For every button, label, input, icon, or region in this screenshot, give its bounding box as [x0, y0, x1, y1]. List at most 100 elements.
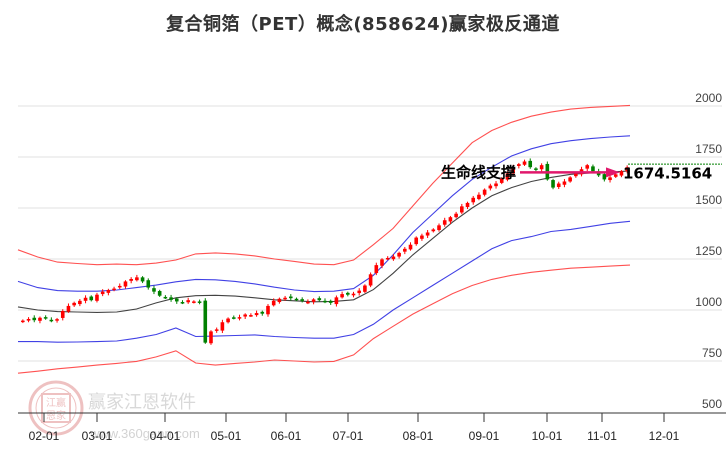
x-tick-label: 08-01: [403, 429, 434, 443]
x-tick-label: 11-01: [587, 429, 617, 443]
candle-body: [152, 288, 156, 292]
candle-body: [66, 305, 71, 312]
x-tick-label: 05-01: [211, 429, 242, 443]
candle-body: [380, 259, 384, 266]
candle-body: [591, 166, 595, 172]
x-tick-label: 10-01: [532, 429, 563, 443]
candle-body: [511, 167, 515, 174]
candle-body: [357, 290, 362, 294]
candle-body: [271, 300, 276, 306]
watermark-brand: 赢家江恩软件: [88, 391, 196, 413]
candle-body: [117, 285, 122, 288]
candle-body: [78, 300, 82, 305]
candle-body: [135, 277, 139, 281]
candle-body: [214, 329, 219, 331]
candle-body: [625, 167, 629, 172]
x-tick-label: 09-01: [469, 429, 500, 443]
candle-body: [414, 237, 419, 245]
candle-body: [323, 300, 327, 303]
candle-body: [574, 173, 578, 177]
candle-body: [602, 174, 607, 180]
candle-body: [374, 265, 379, 274]
candle-body: [368, 274, 373, 286]
candle-body: [106, 290, 111, 293]
candle-body: [72, 302, 76, 306]
candle-body: [169, 297, 173, 300]
candle-body: [254, 313, 259, 316]
candle-body: [528, 160, 533, 168]
candle-body: [551, 180, 555, 188]
candle-body: [260, 311, 265, 314]
chart-title: 复合铜箔（PET）概念(858624)赢家极反通道: [166, 14, 560, 35]
annotation-arrow: [520, 167, 620, 178]
upper_outer-line: [17, 104, 631, 266]
candle-body: [100, 291, 105, 295]
x-tick-label: 03-01: [82, 429, 113, 443]
candle-body: [186, 300, 190, 303]
candle-body: [397, 252, 401, 257]
candle-body: [334, 297, 339, 305]
candle-body: [499, 178, 504, 183]
y-tick-label: 1250: [695, 244, 722, 258]
y-tick-label: 1000: [695, 295, 722, 309]
candle-body: [317, 298, 322, 301]
candle-body: [420, 235, 424, 239]
candle-body: [568, 177, 572, 182]
candle-body: [619, 171, 624, 176]
y-tick-label: 1750: [695, 142, 722, 156]
candle-body: [556, 183, 561, 187]
candle-body: [174, 298, 179, 302]
candle-body: [425, 232, 430, 236]
candle-body: [266, 305, 270, 315]
candle-body: [95, 294, 99, 301]
y-tick-label: 500: [702, 397, 722, 411]
x-tick-label: 04-01: [150, 429, 181, 443]
candle-body: [477, 194, 481, 200]
candle-body: [385, 257, 390, 260]
candle-body: [192, 301, 196, 303]
candle-body: [203, 300, 208, 343]
candlesticks: [21, 158, 629, 345]
candle-body: [539, 165, 544, 170]
watermark-url: www.360gann.com: [89, 426, 200, 441]
candle-body: [408, 244, 413, 250]
candle-body: [454, 213, 458, 218]
candle-body: [431, 229, 436, 232]
candle-body: [391, 256, 396, 260]
candle-body: [311, 299, 316, 302]
candle-body: [112, 288, 116, 291]
candle-body: [505, 173, 510, 180]
candle-body: [220, 322, 225, 331]
candle-body: [534, 168, 538, 170]
candle-body: [83, 297, 88, 301]
candle-body: [197, 301, 202, 303]
candle-body: [306, 301, 310, 304]
candle-body: [123, 281, 128, 287]
candle-body: [442, 220, 447, 225]
candle-body: [613, 174, 618, 177]
candle-body: [482, 189, 487, 195]
candle-body: [346, 292, 350, 295]
x-tick-label: 06-01: [271, 429, 302, 443]
candle-body: [448, 217, 453, 222]
channel-bands: [17, 104, 631, 374]
candle-body: [277, 298, 282, 303]
upper_inner-line: [17, 135, 631, 293]
y-axis-labels: 2000 1750 1500 1250 1000 750 500: [695, 91, 722, 411]
candle-body: [43, 317, 48, 319]
candle-body: [522, 161, 527, 165]
candle-body: [494, 183, 498, 187]
candle-body: [163, 296, 168, 299]
candle-body: [49, 319, 54, 322]
grid-lines: [18, 105, 722, 362]
candle-body: [38, 317, 42, 321]
annotation-label: 生命线支撑: [441, 163, 516, 181]
x-tick-label: 12-01: [649, 429, 680, 443]
y-tick-label: 2000: [695, 91, 722, 105]
candle-body: [363, 285, 367, 292]
candle-body: [608, 177, 612, 181]
y-tick-label: 750: [702, 346, 722, 360]
candle-body: [351, 293, 356, 296]
candle-body: [465, 202, 470, 207]
